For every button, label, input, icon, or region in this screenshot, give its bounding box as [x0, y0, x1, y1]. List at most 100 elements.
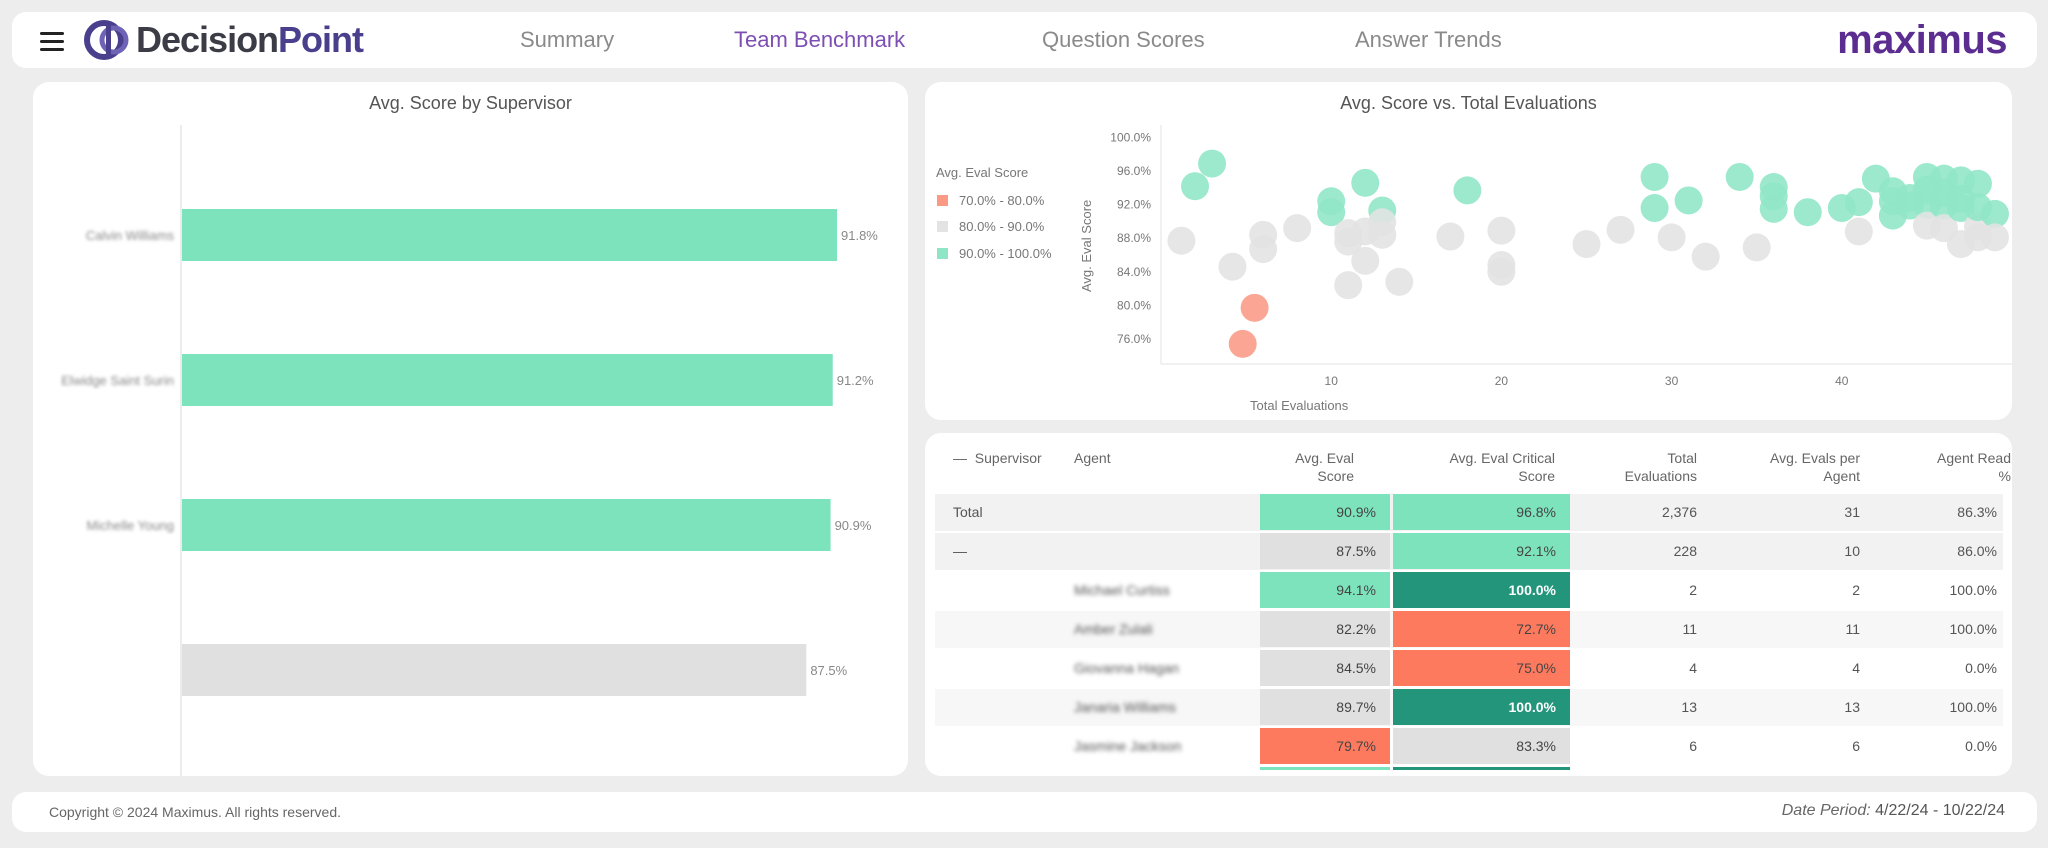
- legend-label-high[interactable]: 90.0% - 100.0%: [959, 246, 1052, 261]
- scatter-point-3[interactable]: [1198, 149, 1227, 178]
- y-tick-80: 80.0%: [1117, 298, 1151, 312]
- scatter-point-4[interactable]: [1218, 252, 1247, 281]
- scatter-point-18[interactable]: [1368, 220, 1397, 249]
- header-per-agent-l2: Agent: [1823, 468, 1860, 484]
- scatter-point-30[interactable]: [1674, 186, 1703, 215]
- scatter-point-64[interactable]: [1980, 223, 2009, 252]
- copyright-text: Copyright © 2024 Maximus. All rights res…: [49, 804, 341, 820]
- row-agent-read-percent: 100.0%: [1949, 699, 1997, 715]
- table-row[interactable]: Janaria Williams 89.7% 100.0% 13 13 100.0%: [935, 689, 2003, 726]
- y-tick-88: 88.0%: [1117, 231, 1151, 245]
- bar-value-label-3: 90.9%: [835, 518, 872, 533]
- row-agent[interactable]: Janaria Williams: [1074, 699, 1176, 715]
- bar-4[interactable]: [182, 644, 807, 696]
- header-total-l2: Evaluations: [1624, 468, 1697, 484]
- scatter-point-37[interactable]: [1793, 198, 1822, 227]
- row-agent-read-percent: 86.0%: [1957, 543, 1997, 559]
- row-agent[interactable]: Michael Curtiss: [1074, 582, 1170, 598]
- header-agent[interactable]: Agent: [1074, 450, 1111, 466]
- header-agent-read-percent[interactable]: Agent Read%: [1875, 449, 2011, 485]
- row-agent-read-percent: 0.0%: [1965, 738, 1997, 754]
- header-total-evaluations[interactable]: Total Evaluations: [1565, 449, 1697, 485]
- row-agent[interactable]: Giovanna Hagan: [1074, 660, 1180, 676]
- scatter-point-19[interactable]: [1385, 267, 1414, 296]
- scatter-point-33[interactable]: [1742, 233, 1771, 262]
- scatter-point-2[interactable]: [1181, 172, 1210, 201]
- table-row[interactable]: Jasmine Jackson 79.7% 83.3% 6 6 0.0%: [935, 728, 2003, 765]
- table-row[interactable]: Michael Curtiss 94.1% 100.0% 2 2 100.0%: [935, 572, 2003, 609]
- row-supervisor[interactable]: Total: [953, 504, 983, 520]
- wordmark-decision: Decision: [136, 19, 279, 60]
- bar-category-label-1[interactable]: Calvin Williams: [86, 228, 175, 243]
- row-total-evaluations: 2: [1689, 582, 1697, 598]
- table-row[interactable]: Giovanna Hagan 84.5% 75.0% 4 4 0.0%: [935, 650, 2003, 687]
- legend-label-low[interactable]: 70.0% - 80.0%: [959, 193, 1045, 208]
- scatter-point-6[interactable]: [1249, 220, 1278, 249]
- table-row[interactable]: — 87.5% 92.1% 228 10 86.0%: [935, 533, 2003, 570]
- scatter-point-36[interactable]: [1759, 194, 1788, 223]
- row-avg-eval-critical-score: 100.0%: [1393, 689, 1570, 725]
- scatter-point-59[interactable]: [1963, 169, 1992, 198]
- legend-label-mid[interactable]: 80.0% - 90.0%: [959, 219, 1045, 234]
- scatter-chart-title: Avg. Score vs. Total Evaluations: [1340, 93, 1597, 113]
- row-supervisor[interactable]: —: [953, 543, 967, 559]
- row-agent[interactable]: Jasmine Jackson: [1074, 738, 1182, 754]
- table-row[interactable]: Amber Zulali 82.2% 72.7% 11 11 100.0%: [935, 611, 2003, 648]
- x-tick-10: 10: [1325, 374, 1339, 388]
- tab-answer-trends[interactable]: Answer Trends: [1355, 27, 1502, 52]
- tab-team-benchmark[interactable]: Team Benchmark: [734, 27, 906, 52]
- scatter-point-63[interactable]: [1980, 199, 2009, 228]
- header-avg-eval-score[interactable]: Avg. Eval Score: [1220, 449, 1354, 485]
- row-agent[interactable]: Amber Zulali: [1074, 621, 1153, 637]
- header-total-l1: Total: [1667, 450, 1697, 466]
- scatter-point-65[interactable]: [1240, 293, 1269, 322]
- scatter-point-14[interactable]: [1351, 246, 1380, 275]
- scatter-point-21[interactable]: [1453, 176, 1482, 205]
- scatter-y-axis-label: Avg. Eval Score: [1079, 200, 1094, 292]
- row-avg-eval-score: 84.5%: [1260, 650, 1390, 686]
- scatter-point-7[interactable]: [1283, 214, 1312, 243]
- decisionpoint-logo[interactable]: DecisionPoint: [84, 19, 364, 60]
- row-avg-evals-per-agent: 13: [1844, 699, 1860, 715]
- header-avg-eval-critical-score[interactable]: Avg. Eval Critical Score: [1365, 449, 1555, 485]
- wordmark-point: Point: [278, 19, 364, 60]
- row-avg-eval-critical-score: 72.7%: [1393, 611, 1570, 647]
- scatter-point-20[interactable]: [1436, 222, 1465, 251]
- scatter-point-26[interactable]: [1606, 215, 1635, 244]
- row-agent-read-percent: 100.0%: [1949, 621, 1997, 637]
- bar-2[interactable]: [182, 354, 833, 406]
- scatter-point-39[interactable]: [1844, 188, 1873, 217]
- scatter-point-66[interactable]: [1228, 329, 1257, 358]
- collapse-all-icon[interactable]: —: [953, 450, 967, 466]
- date-period[interactable]: Date Period: 4/22/24 - 10/22/24: [1782, 802, 2005, 820]
- scatter-point-24[interactable]: [1487, 257, 1516, 286]
- scatter-point-29[interactable]: [1657, 223, 1686, 252]
- bar-1[interactable]: [182, 209, 837, 261]
- header-supervisor[interactable]: — Supervisor: [953, 449, 1042, 467]
- scatter-point-31[interactable]: [1691, 242, 1720, 271]
- scatter-point-25[interactable]: [1572, 230, 1601, 259]
- table-row[interactable]: Total 90.9% 96.8% 2,376 31 86.3%: [935, 494, 2003, 531]
- header-avg-evals-per-agent[interactable]: Avg. Evals per Agent: [1705, 449, 1860, 485]
- scatter-point-15[interactable]: [1351, 168, 1380, 197]
- hamburger-menu-icon[interactable]: [40, 30, 68, 52]
- tab-summary[interactable]: Summary: [520, 27, 615, 52]
- bar-category-label-3[interactable]: Michelle Young: [87, 518, 174, 533]
- scatter-point-12[interactable]: [1334, 271, 1363, 300]
- row-avg-eval-score: 82.2%: [1260, 611, 1390, 647]
- bar-category-label-2[interactable]: Elwidge Saint Surin: [61, 373, 174, 388]
- scatter-point-28[interactable]: [1640, 194, 1669, 223]
- row-avg-evals-per-agent: 4: [1852, 660, 1860, 676]
- x-tick-20: 20: [1495, 374, 1509, 388]
- scatter-point-40[interactable]: [1844, 217, 1873, 246]
- scatter-point-22[interactable]: [1487, 216, 1516, 245]
- bar-3[interactable]: [182, 499, 831, 551]
- scatter-point-1[interactable]: [1167, 226, 1196, 255]
- scatter-point-9[interactable]: [1317, 198, 1346, 227]
- scatter-point-27[interactable]: [1640, 162, 1669, 191]
- y-tick-76: 76.0%: [1117, 332, 1151, 346]
- row-avg-eval-score: 94.1%: [1260, 572, 1390, 608]
- tab-question-scores[interactable]: Question Scores: [1042, 27, 1205, 52]
- maximus-logo: maximus: [1837, 18, 2007, 62]
- scatter-point-32[interactable]: [1725, 162, 1754, 191]
